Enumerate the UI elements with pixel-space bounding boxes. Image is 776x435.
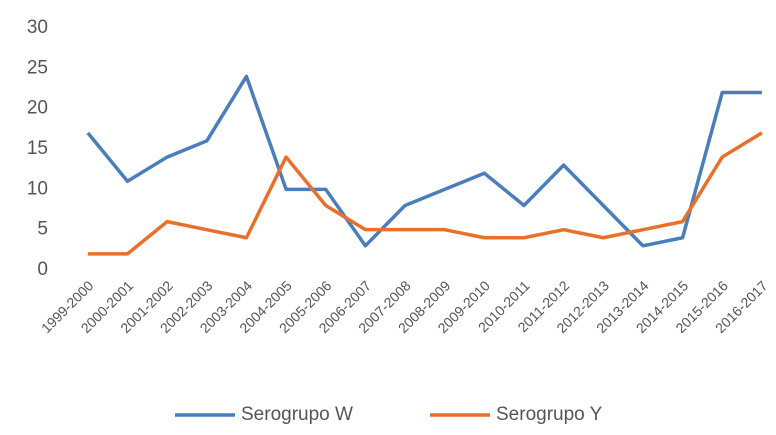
series-line — [87, 131, 763, 256]
y-tick-label: 0 — [37, 259, 48, 280]
y-tick-label: 5 — [37, 219, 48, 240]
y-tick-label: 20 — [27, 98, 48, 119]
series-line — [86, 74, 762, 248]
y-tick-label: 15 — [27, 138, 48, 159]
y-tick-label: 30 — [27, 17, 48, 38]
legend-label: Serogrupo W — [241, 404, 353, 425]
y-tick-label: 25 — [27, 57, 48, 78]
legend-label: Serogrupo Y — [496, 404, 603, 425]
y-tick-label: 10 — [27, 178, 48, 199]
